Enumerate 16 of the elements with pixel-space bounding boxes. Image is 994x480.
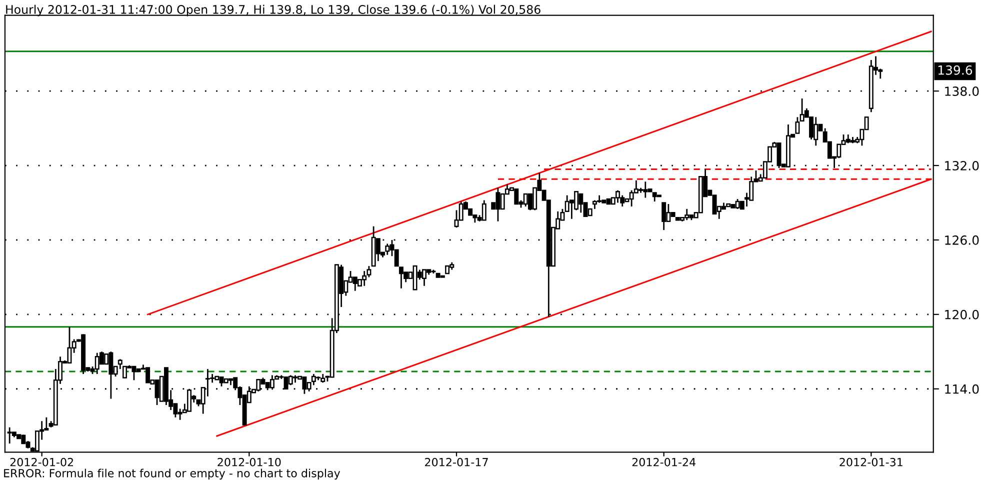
x-tick-label: 2012-01-17 (425, 458, 488, 466)
y-tick-label: 120.0 (945, 310, 979, 320)
y-tick-label: 132.0 (945, 160, 979, 170)
chart-title: Hourly 2012-01-31 11:47:00 Open 139.7, Hi 139.8, Lo 139, Close 139.6 (-0.1%) Vol 20,586 (6, 4, 540, 16)
x-tick-label: 2012-01-31 (840, 458, 902, 466)
y-tick-label: 138.0 (945, 86, 979, 96)
candlestick (795, 116, 800, 134)
candlestick (662, 202, 666, 231)
x-tick-label: 2012-01-02 (10, 458, 74, 466)
x-tick-label: 2012-01-10 (218, 458, 281, 466)
candlestick (482, 200, 486, 221)
y-tick-label: 126.0 (945, 235, 979, 245)
text: ERROR: Formula file not found or empty - no chart to display (4, 468, 340, 480)
y-tick-label: 114.0 (945, 384, 979, 394)
x-tick-label: 2012-01-24 (632, 458, 696, 466)
annotation: 139.6 (938, 65, 972, 75)
